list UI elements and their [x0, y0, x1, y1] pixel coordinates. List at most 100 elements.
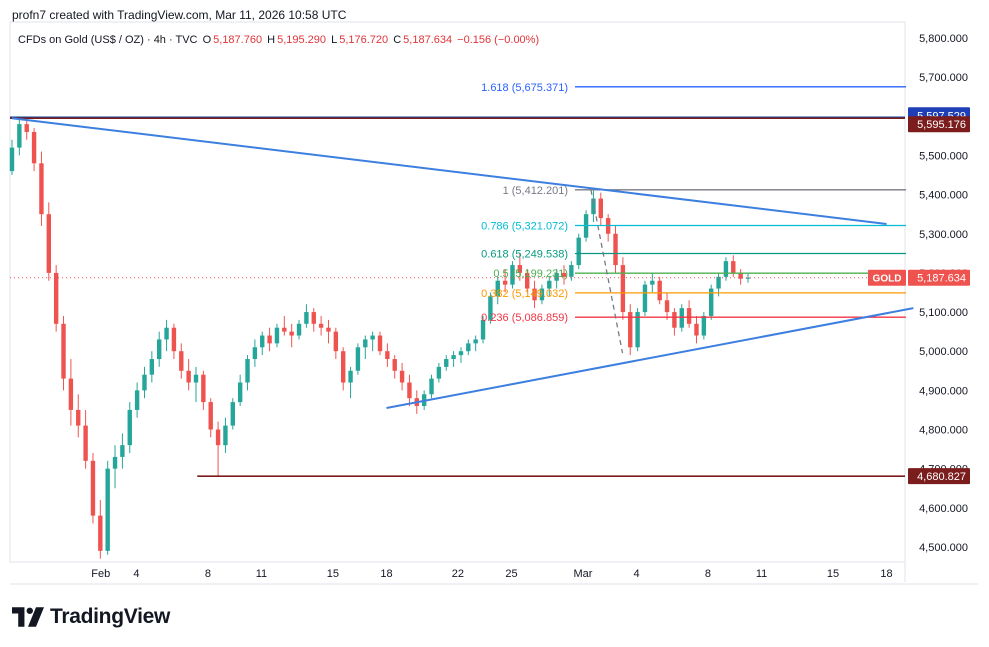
candle-body: [105, 468, 110, 551]
x-tick-label: 4: [133, 568, 139, 580]
candle-body: [539, 288, 545, 301]
candle-body: [53, 272, 59, 324]
candle-body: [738, 272, 743, 279]
upper-trendline[interactable]: [11, 117, 887, 225]
tradingview-logo[interactable]: TradingView: [12, 605, 170, 629]
candle-body: [24, 124, 29, 132]
chart-credit: profn7 created with TradingView.com, Mar…: [12, 8, 347, 22]
candle-body: [237, 382, 243, 403]
candle-body: [642, 284, 648, 313]
fib-anchor-line: [590, 189, 624, 354]
candle-body: [495, 280, 500, 297]
candle-body: [282, 327, 287, 332]
x-tick-label: 11: [256, 568, 267, 580]
candle-body: [650, 280, 655, 285]
candle-body: [628, 312, 633, 348]
x-tick-label: 25: [505, 568, 517, 580]
candle-body: [709, 288, 714, 316]
candle-body: [525, 272, 530, 289]
open-label: O: [202, 34, 212, 46]
high-label: H: [267, 34, 276, 46]
lower-trendline[interactable]: [386, 307, 914, 409]
plot-frame: [9, 21, 906, 563]
y-tick-label: 5,400.000: [919, 190, 968, 202]
candle-body: [473, 339, 478, 344]
low-value: 5,176.720: [339, 34, 389, 46]
x-tick-label: 4: [633, 568, 639, 580]
y-tick-label: 5,100.000: [919, 307, 968, 319]
x-tick-label: 18: [380, 568, 392, 580]
candle-body: [142, 374, 147, 391]
candle-body: [179, 351, 184, 371]
candle-body: [598, 198, 603, 219]
low-label: L: [331, 34, 338, 46]
current-price-text: 5,187.634: [917, 273, 966, 285]
candle-body: [429, 378, 434, 395]
x-tick-label: 8: [205, 568, 211, 580]
instrument-title[interactable]: CFDs on Gold (US$ / OZ) · 4h · TVC: [18, 34, 198, 46]
x-tick-label: Mar: [573, 568, 592, 580]
candle-body: [157, 339, 162, 360]
candle-body: [392, 359, 397, 371]
x-tick-label: 22: [452, 568, 464, 580]
close-value: 5,187.634: [403, 34, 453, 46]
candle-body: [304, 312, 309, 324]
candle-body: [149, 359, 155, 375]
x-tick-label: 15: [327, 568, 339, 580]
candle-body: [591, 198, 596, 215]
candle-body: [326, 327, 331, 332]
candle-body: [127, 409, 132, 446]
current-price-tag: [908, 269, 970, 286]
candle-body: [252, 347, 258, 360]
level-price-tag: [908, 116, 970, 133]
candle-body: [672, 312, 677, 328]
candle-body: [39, 163, 44, 215]
candle-body: [208, 402, 213, 430]
candle-body: [46, 214, 51, 273]
candle-body: [193, 374, 199, 383]
y-tick-label: 4,600.000: [919, 503, 968, 515]
candle-body: [274, 327, 280, 344]
candle-body: [186, 370, 191, 383]
candle-body: [17, 124, 22, 148]
candle-body: [716, 276, 721, 289]
y-tick-label: 5,300.000: [919, 229, 968, 241]
x-tick-label: 18: [880, 568, 892, 580]
open-value: 5,187.760: [213, 34, 263, 46]
candle-body: [9, 147, 15, 172]
x-tick-label: 8: [705, 568, 711, 580]
candle-body: [407, 382, 412, 399]
candle-body: [731, 261, 736, 273]
candle-body: [466, 343, 471, 352]
fib-level-label: 1.618 (5,675.371): [481, 82, 568, 94]
candle-body: [341, 351, 346, 383]
y-tick-label: 5,000.000: [919, 346, 968, 358]
candle-body: [120, 445, 125, 457]
candle-body: [679, 308, 684, 328]
candle-body: [723, 261, 729, 277]
candle-body: [532, 288, 537, 301]
candle-body: [547, 280, 552, 289]
fib-level-label: 0.786 (5,321.072): [481, 221, 568, 233]
fib-level-label: 0.5 (5,199.231): [493, 268, 568, 280]
x-tick-label: Feb: [91, 568, 110, 580]
candle-body: [576, 237, 581, 266]
level-price-text: 4,680.827: [917, 471, 966, 483]
candle-body: [444, 359, 449, 367]
candle-body: [348, 370, 353, 383]
level-price-tag: [908, 468, 970, 485]
symbol-info-bar: CFDs on Gold (US$ / OZ) · 4h · TVC O 5,18…: [18, 34, 541, 46]
candle-body: [134, 390, 140, 410]
fib-level-label: 0.236 (5,086.859): [481, 312, 568, 324]
candle-body: [517, 265, 523, 273]
candle-body: [245, 359, 250, 383]
candle-body: [635, 312, 640, 348]
candle-body: [694, 323, 699, 336]
candle-body: [68, 378, 74, 410]
candle-body: [377, 335, 383, 352]
candle-body: [458, 351, 464, 356]
high-value: 5,195.290: [277, 34, 327, 46]
y-tick-label: 5,800.000: [919, 33, 968, 45]
candle-body: [267, 335, 272, 344]
